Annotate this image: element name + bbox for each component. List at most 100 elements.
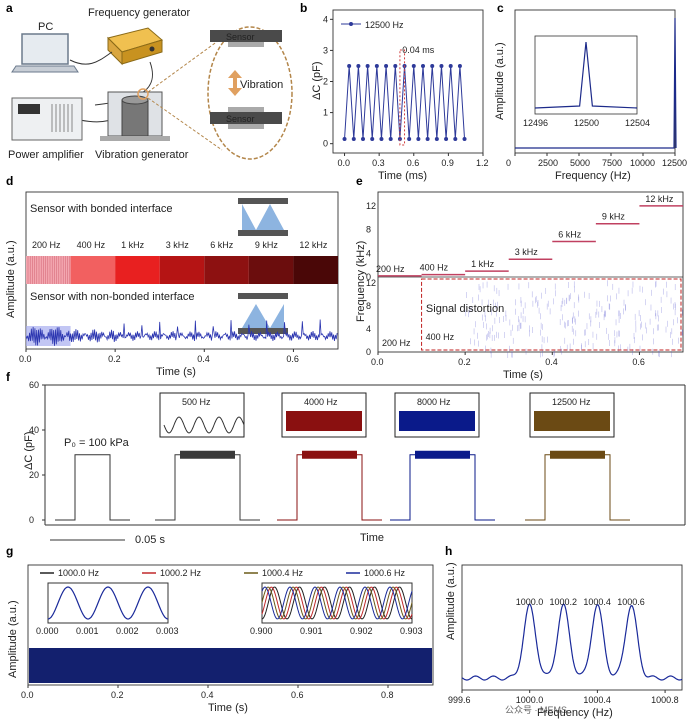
segment-label: 12 kHz	[299, 240, 328, 250]
electrode-icon	[228, 124, 264, 129]
data-point	[356, 64, 360, 68]
shaker-top-icon	[122, 96, 148, 104]
label-sensor-bottom: Sensor	[226, 114, 255, 124]
inset-bonded-bottom	[238, 230, 288, 236]
label-pc: PC	[38, 21, 53, 33]
peak-label: 1000.4	[583, 597, 611, 607]
inset-bonded-shape	[242, 204, 284, 230]
segment-label: 6 kHz	[210, 240, 234, 250]
inset-left-x-tick: 0.001	[76, 626, 99, 636]
step-label: 12 kHz	[645, 194, 674, 204]
data-point	[343, 137, 347, 141]
x-tick-label: 12500	[662, 158, 687, 168]
x-tick-label: 0.3	[372, 158, 385, 168]
y-tick-label-top: 8	[366, 225, 371, 235]
legend-label-g: 1000.6 Hz	[364, 568, 406, 578]
panel-letter-a: a	[6, 1, 13, 15]
x-tick-label: 0.8	[381, 690, 394, 700]
y-axis-label: Amplitude (a.u.)	[494, 42, 506, 120]
inset-bonded-top	[238, 198, 288, 204]
x-axis-label: Time (s)	[503, 369, 543, 381]
data-point	[430, 64, 434, 68]
inset-nonbonded-bottom	[238, 328, 288, 334]
panel-letter-c: c	[497, 1, 504, 15]
pulse-trace	[525, 455, 630, 520]
peak-label: 1000.2	[550, 597, 578, 607]
label-sensor-top: Sensor	[226, 32, 255, 42]
segment-label: 9 kHz	[255, 240, 279, 250]
step-label: 9 kHz	[602, 212, 626, 222]
x-axis-label: Frequency (Hz)	[555, 170, 631, 182]
data-point	[379, 137, 383, 141]
x-tick-label: 5000	[570, 158, 590, 168]
x-axis-label: Time (ms)	[378, 170, 427, 182]
data-point	[426, 137, 430, 141]
y-axis-label: ΔC (pF)	[23, 431, 35, 470]
base-plate-icon	[100, 136, 170, 141]
step-label: 200 Hz	[376, 264, 405, 274]
x-tick-label: 0.6	[407, 158, 420, 168]
inset-right-x-tick: 0.900	[250, 626, 273, 636]
data-point	[453, 137, 457, 141]
data-point	[366, 64, 370, 68]
distortion-label: Signal distortion	[426, 303, 504, 315]
step-label: 400 Hz	[420, 263, 449, 273]
step-label: 3 kHz	[515, 247, 539, 257]
data-point	[444, 137, 448, 141]
pressure-label: P₀ = 100 kPa	[64, 437, 130, 449]
x-tick-label: 0.4	[545, 357, 558, 367]
data-point	[412, 64, 416, 68]
data-point	[439, 64, 443, 68]
inset-right-x-tick: 0.903	[400, 626, 423, 636]
knob-icon	[150, 47, 155, 52]
y-tick-label: 4	[323, 14, 328, 24]
label-vibration: Vibration	[240, 79, 283, 91]
panel-letter-h: h	[445, 544, 452, 558]
panel-letter-f: f	[6, 370, 11, 384]
spectrum-line-h	[462, 604, 682, 680]
y-tick-label-bottom: 0	[366, 347, 371, 357]
x-tick-label: 0.4	[197, 354, 210, 364]
data-point	[389, 137, 393, 141]
segment-label: 3 kHz	[166, 240, 190, 250]
legend-label-b: 12500 Hz	[365, 20, 404, 30]
peak-label: 1000.6	[617, 597, 645, 607]
x-tick-label: 0.0	[371, 357, 384, 367]
x-tick-label: 7500	[602, 158, 622, 168]
y-tick-label: 1	[323, 108, 328, 118]
y-tick-label: 0	[323, 139, 328, 149]
pulse-band	[180, 451, 235, 459]
pulse-trace	[277, 455, 382, 520]
pulse-inset-label: 4000 Hz	[304, 397, 338, 407]
pulse-inset-label: 12500 Hz	[552, 397, 591, 407]
pulse-trace	[55, 455, 130, 520]
panel-letter-d: d	[6, 174, 13, 188]
segment-block	[160, 256, 205, 284]
x-tick-label: 10000	[630, 158, 655, 168]
data-point	[449, 64, 453, 68]
y-axis-label: Amplitude (a.u.)	[7, 600, 19, 678]
step-label: 6 kHz	[558, 229, 582, 239]
pulse-inset-label: 500 Hz	[182, 397, 211, 407]
inset-left-x-tick: 0.002	[116, 626, 139, 636]
data-point	[421, 64, 425, 68]
data-point	[463, 137, 467, 141]
data-point	[347, 64, 351, 68]
segment-label: 1 kHz	[121, 240, 145, 250]
watermark: 公众号 · MEMS	[505, 705, 567, 715]
x-axis-label: Time	[360, 532, 384, 544]
y-axis-label: Amplitude (a.u.)	[5, 240, 17, 318]
pulse-trace	[155, 455, 260, 520]
inset-left-x-tick: 0.000	[36, 626, 59, 636]
shaker-body-icon	[122, 100, 148, 136]
data-point	[352, 137, 356, 141]
x-tick-label: 0.0	[19, 354, 32, 364]
legend-label-g: 1000.0 Hz	[58, 568, 100, 578]
data-point	[407, 137, 411, 141]
x-tick-label: 0.6	[286, 354, 299, 364]
y-axis-label: Amplitude (a.u.)	[445, 562, 457, 640]
inset-x-tick-label: 12496	[523, 118, 548, 128]
segment-block	[293, 256, 338, 284]
data-point	[393, 64, 397, 68]
